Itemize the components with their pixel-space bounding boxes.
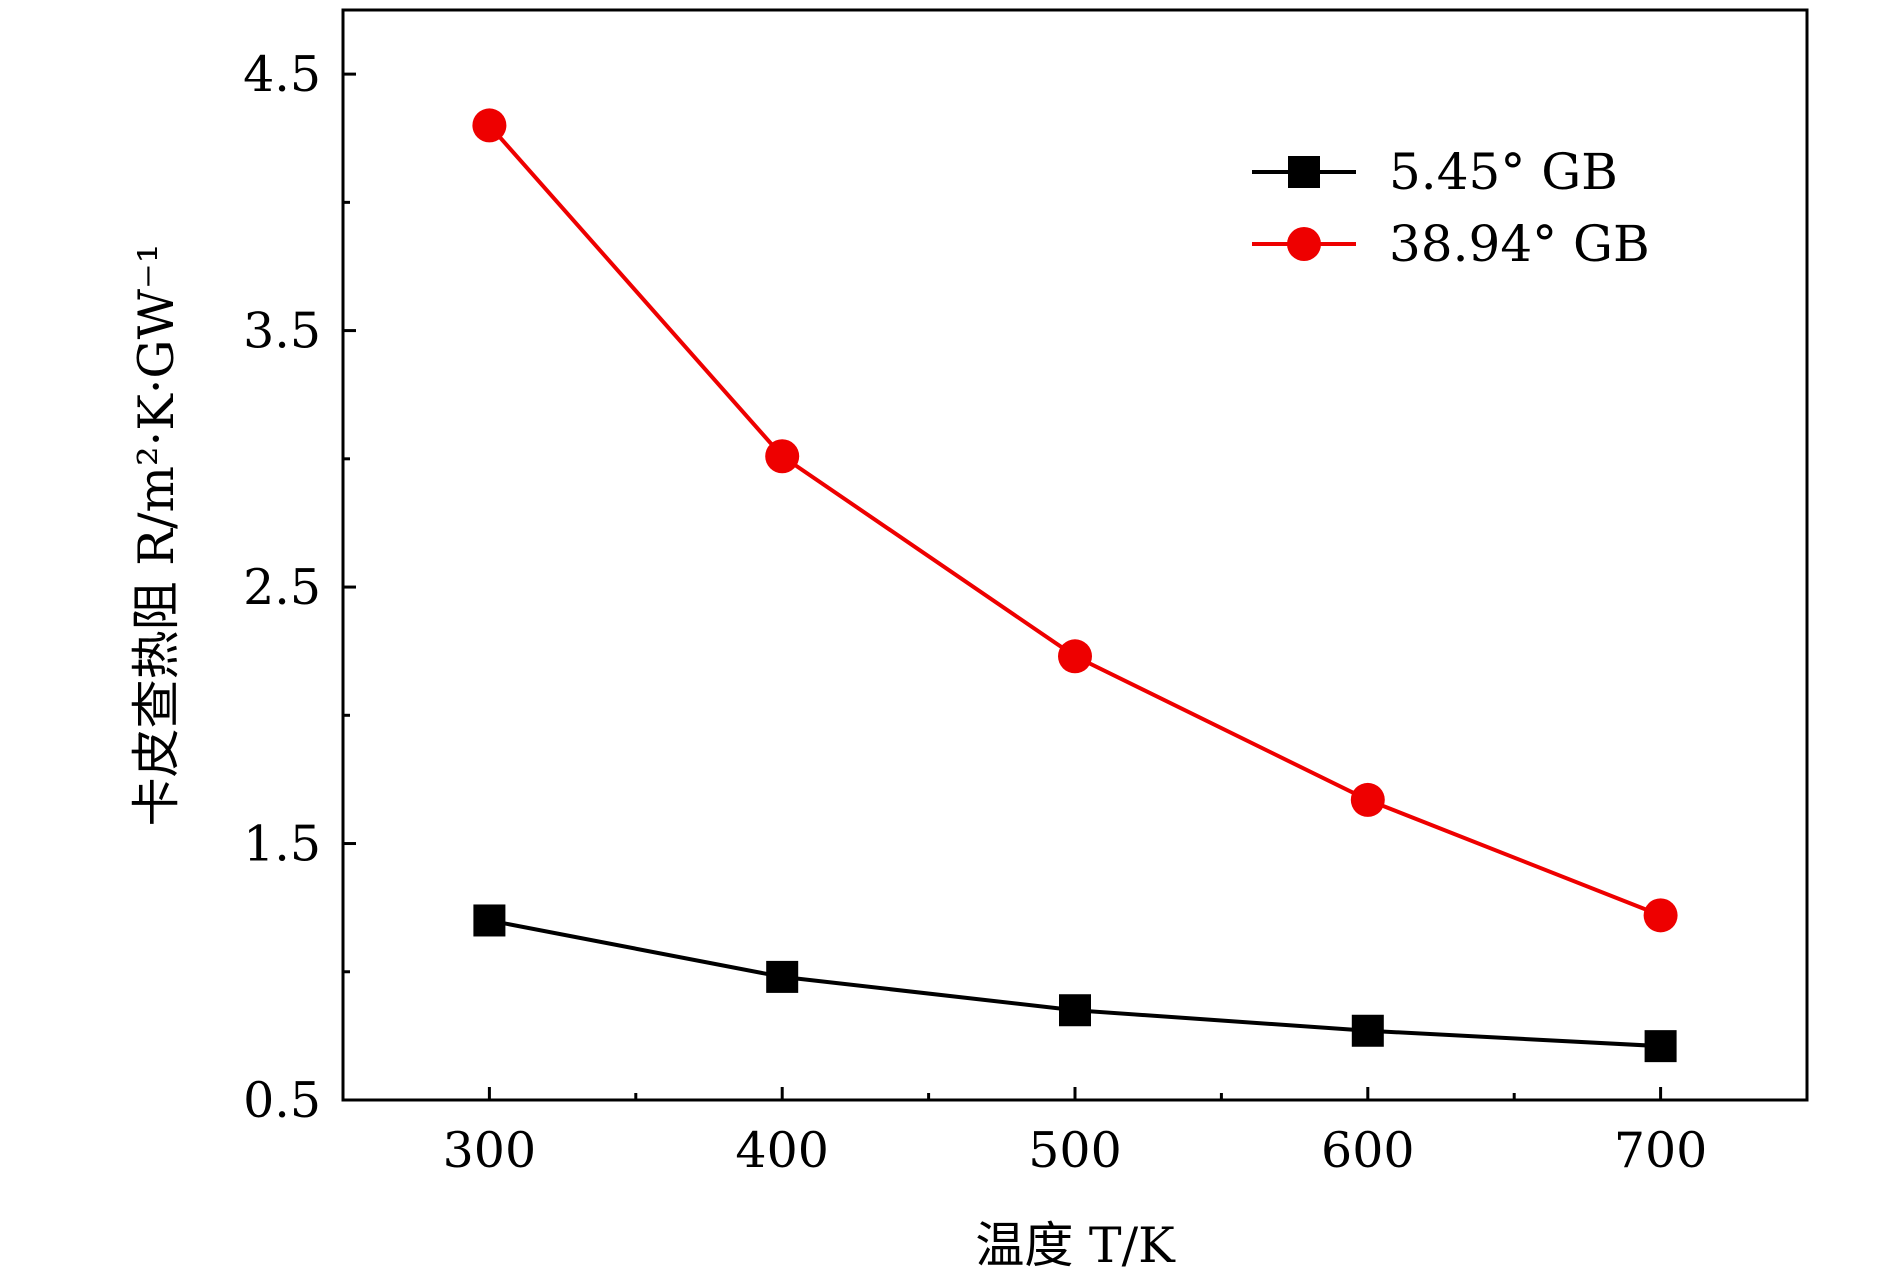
data-point-circle: [1350, 782, 1385, 817]
data-point-circle: [765, 439, 800, 474]
data-point-square: [1059, 994, 1091, 1027]
data-point-circle: [1058, 639, 1092, 674]
x-axis-title: 温度 T/K: [975, 1217, 1176, 1274]
legend-label: 38.94° GB: [1389, 215, 1650, 273]
x-tick-label: 400: [735, 1122, 829, 1179]
legend: 5.45° GB 38.94° GB: [1252, 143, 1650, 273]
data-point-square: [766, 960, 799, 993]
plot-layer: [472, 108, 1678, 1063]
x-tick-label: 500: [1028, 1122, 1122, 1179]
data-point-square: [1644, 1030, 1677, 1063]
y-tick-label: 4.5: [243, 46, 321, 103]
legend-label: 5.45° GB: [1389, 143, 1618, 201]
axis-layer: 300 400 500 600 700 0.5 1.5 2.5 3.5 4.5: [243, 46, 1707, 1179]
y-tick-label: 0.5: [243, 1072, 321, 1129]
data-point-square: [473, 904, 506, 937]
y-tick-label: 1.5: [243, 816, 321, 873]
y-axis-title: 卡皮查热阻 R/m²·K·GW⁻¹: [128, 244, 185, 827]
x-tick-label: 300: [443, 1122, 537, 1179]
data-point-circle: [1643, 898, 1678, 933]
x-tick-label: 600: [1321, 1122, 1415, 1179]
legend-marker-square: [1288, 156, 1320, 188]
data-point-square: [1351, 1014, 1384, 1047]
x-tick-label: 700: [1614, 1122, 1708, 1179]
y-tick-label: 2.5: [243, 559, 321, 616]
data-point-circle: [472, 108, 507, 143]
y-tick-label: 3.5: [243, 303, 321, 360]
legend-marker-circle: [1287, 227, 1321, 261]
